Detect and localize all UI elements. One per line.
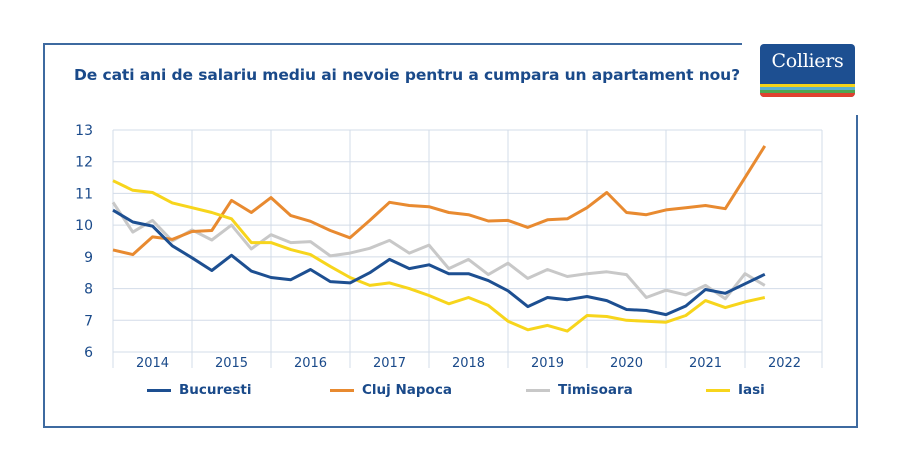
y-tick-label: 13: [75, 123, 93, 139]
legend-item-timisoara: Timisoara: [526, 382, 633, 398]
y-tick-label: 8: [84, 282, 93, 298]
legend-item-cluj-napoca: Cluj Napoca: [330, 382, 452, 398]
logo-stripe-red: [760, 93, 855, 97]
x-tick-label: 2017: [373, 356, 406, 371]
legend-label: Timisoara: [558, 382, 633, 398]
legend-item-iasi: Iasi: [706, 382, 765, 398]
x-tick-label: 2020: [610, 356, 643, 371]
y-tick-label: 11: [75, 186, 93, 202]
y-tick-label: 12: [75, 155, 93, 171]
legend-item-bucuresti: Bucuresti: [147, 382, 251, 398]
legend: Bucuresti Cluj Napoca Timisoara Iasi: [0, 382, 900, 402]
x-tick-label: 2018: [452, 356, 485, 371]
legend-label: Cluj Napoca: [362, 382, 452, 398]
x-axis-ticks: 2014 2015 2016 2017 2018 2019 2020 2021 2022: [136, 356, 801, 371]
x-tick-label: 2021: [689, 356, 722, 371]
x-tick-label: 2016: [294, 356, 327, 371]
frame-left-border: [43, 43, 45, 428]
legend-swatch: [330, 388, 354, 392]
legend-swatch: [526, 388, 550, 392]
legend-label: Bucuresti: [179, 382, 252, 398]
legend-swatch: [147, 388, 171, 392]
logo-stripe-yellow: [760, 84, 855, 87]
grid: [112, 129, 823, 368]
x-tick-label: 2014: [136, 356, 169, 371]
x-tick-label: 2019: [531, 356, 564, 371]
logo-stripe-blue: [760, 87, 855, 90]
y-tick-label: 6: [84, 345, 93, 361]
colliers-logo-icon: Colliers: [760, 44, 855, 97]
legend-swatch: [706, 388, 730, 392]
y-axis-ticks: 6 7 8 9 10 11 12 13: [75, 123, 93, 361]
series-lines: [111, 145, 767, 333]
frame-right-border: [856, 115, 858, 428]
legend-label: Iasi: [738, 382, 765, 398]
series-line-bucuresti: [112, 208, 766, 317]
y-tick-label: 10: [75, 218, 93, 234]
frame-top-border: [43, 43, 742, 45]
logo-stripe-green: [760, 90, 855, 93]
x-tick-label: 2022: [768, 356, 801, 371]
y-tick-label: 7: [84, 313, 93, 329]
x-tick-label: 2015: [215, 356, 248, 371]
logo-text: Colliers: [771, 50, 844, 72]
frame-bottom-border: [43, 426, 858, 428]
chart-title: De cati ani de salariu mediu ai nevoie p…: [74, 66, 741, 84]
series-line-timisoara: [111, 201, 766, 301]
y-tick-label: 9: [84, 250, 93, 266]
series-line-iasi: [112, 179, 766, 333]
